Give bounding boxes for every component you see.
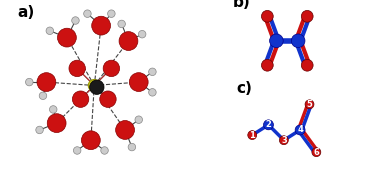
Text: 6: 6 bbox=[313, 148, 319, 157]
Circle shape bbox=[279, 136, 288, 145]
Circle shape bbox=[149, 89, 156, 96]
Circle shape bbox=[69, 60, 85, 77]
Circle shape bbox=[119, 32, 138, 50]
Circle shape bbox=[73, 91, 89, 107]
Circle shape bbox=[291, 34, 305, 48]
Circle shape bbox=[118, 20, 125, 28]
Circle shape bbox=[90, 80, 104, 94]
Circle shape bbox=[103, 60, 119, 77]
Text: b): b) bbox=[233, 0, 251, 10]
Circle shape bbox=[92, 16, 110, 35]
Circle shape bbox=[101, 147, 108, 154]
Circle shape bbox=[129, 73, 148, 91]
Circle shape bbox=[57, 28, 76, 47]
Circle shape bbox=[263, 120, 273, 130]
Circle shape bbox=[72, 17, 79, 24]
Text: c): c) bbox=[236, 81, 252, 96]
Circle shape bbox=[37, 73, 56, 91]
Circle shape bbox=[138, 30, 146, 38]
Circle shape bbox=[100, 91, 116, 107]
Text: a): a) bbox=[17, 5, 34, 20]
Circle shape bbox=[50, 106, 57, 113]
Circle shape bbox=[305, 100, 314, 109]
Circle shape bbox=[47, 114, 66, 133]
Circle shape bbox=[116, 121, 135, 139]
Text: 1: 1 bbox=[249, 131, 255, 140]
Circle shape bbox=[81, 131, 100, 150]
Circle shape bbox=[39, 92, 47, 100]
Text: 5: 5 bbox=[307, 100, 313, 109]
Circle shape bbox=[248, 131, 257, 140]
Circle shape bbox=[149, 68, 156, 76]
Circle shape bbox=[36, 126, 43, 134]
Circle shape bbox=[270, 34, 283, 48]
Circle shape bbox=[262, 59, 273, 71]
Text: 3: 3 bbox=[281, 136, 287, 145]
Circle shape bbox=[46, 27, 54, 35]
Circle shape bbox=[26, 78, 33, 86]
Circle shape bbox=[88, 80, 100, 91]
Circle shape bbox=[73, 147, 81, 154]
Circle shape bbox=[84, 10, 91, 17]
Circle shape bbox=[128, 143, 136, 151]
Circle shape bbox=[108, 10, 115, 17]
Circle shape bbox=[295, 125, 305, 135]
Circle shape bbox=[301, 59, 313, 71]
Circle shape bbox=[135, 116, 143, 123]
Circle shape bbox=[312, 148, 321, 157]
Text: 4: 4 bbox=[297, 126, 303, 134]
Text: 2: 2 bbox=[265, 120, 271, 129]
Circle shape bbox=[301, 10, 313, 22]
Circle shape bbox=[262, 10, 273, 22]
